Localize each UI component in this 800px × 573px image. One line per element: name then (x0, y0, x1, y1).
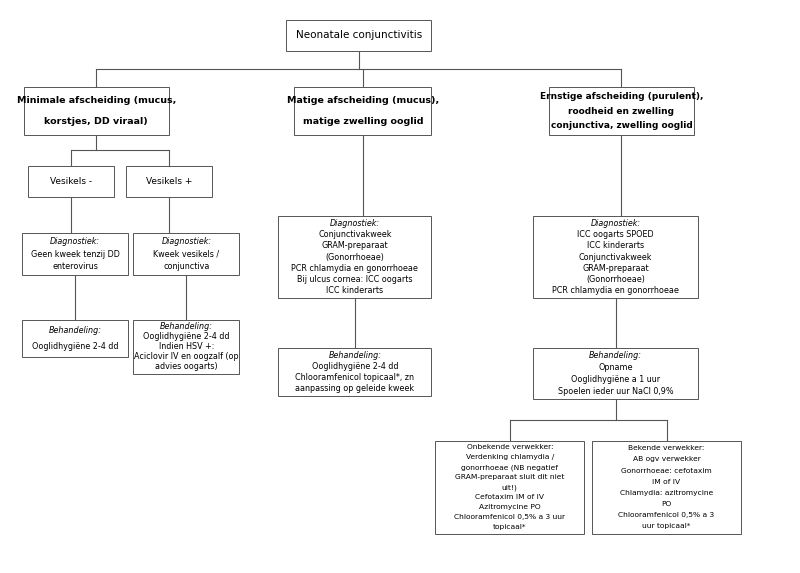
Text: roodheid en zwelling: roodheid en zwelling (569, 107, 674, 116)
FancyBboxPatch shape (549, 87, 694, 135)
FancyBboxPatch shape (27, 166, 114, 197)
Text: advies oogarts): advies oogarts) (155, 363, 218, 371)
Text: ICC kinderarts: ICC kinderarts (326, 286, 383, 295)
Text: korstjes, DD viraal): korstjes, DD viraal) (44, 117, 148, 126)
Text: Ooglidhygiëne 2-4 dd: Ooglidhygiëne 2-4 dd (312, 362, 398, 371)
FancyBboxPatch shape (134, 320, 239, 374)
Text: PCR chlamydia en gonorrhoeae: PCR chlamydia en gonorrhoeae (291, 264, 418, 273)
Text: uit!): uit!) (502, 484, 518, 490)
Text: Diagnostiek:: Diagnostiek: (590, 219, 641, 228)
Text: Minimale afscheiding (mucus,: Minimale afscheiding (mucus, (17, 96, 176, 105)
Text: matige zwelling ooglid: matige zwelling ooglid (302, 117, 423, 126)
Text: Diagnostiek:: Diagnostiek: (330, 219, 380, 228)
Text: (Gonorrhoeae): (Gonorrhoeae) (586, 275, 645, 284)
Text: Chlooramfenicol 0,5% a 3 uur: Chlooramfenicol 0,5% a 3 uur (454, 514, 566, 520)
Text: Aciclovir IV en oogzalf (op: Aciclovir IV en oogzalf (op (134, 352, 238, 362)
Text: GRAM-preparaat: GRAM-preparaat (582, 264, 649, 273)
Text: Behandeling:: Behandeling: (589, 351, 642, 360)
FancyBboxPatch shape (24, 87, 169, 135)
Text: Chlooramfenicol topicaal*, zn: Chlooramfenicol topicaal*, zn (295, 373, 414, 382)
Text: Matige afscheiding (mucus),: Matige afscheiding (mucus), (286, 96, 439, 105)
Text: uur topicaal*: uur topicaal* (642, 523, 690, 529)
Text: conjunctiva, zwelling ooglid: conjunctiva, zwelling ooglid (550, 121, 692, 130)
Text: Ooglidhygiëne 2-4 dd: Ooglidhygiëne 2-4 dd (143, 332, 230, 342)
Text: Onbekende verwekker:: Onbekende verwekker: (466, 445, 553, 450)
Text: Behandeling:: Behandeling: (160, 322, 213, 331)
Text: topicaal*: topicaal* (493, 524, 526, 530)
Text: ICC oogarts SPOED: ICC oogarts SPOED (578, 230, 654, 239)
Text: Kweek vesikels /: Kweek vesikels / (154, 250, 219, 259)
FancyBboxPatch shape (286, 19, 431, 50)
FancyBboxPatch shape (278, 348, 431, 396)
Text: Chlamydia: azitromycine: Chlamydia: azitromycine (620, 490, 713, 496)
Text: Bekende verwekker:: Bekende verwekker: (628, 445, 705, 451)
Text: Behandeling:: Behandeling: (49, 326, 102, 335)
FancyBboxPatch shape (435, 441, 584, 533)
Text: Geen kweek tenzij DD: Geen kweek tenzij DD (30, 250, 119, 259)
Text: GRAM-preparaat sluit dit niet: GRAM-preparaat sluit dit niet (455, 474, 565, 480)
FancyBboxPatch shape (278, 216, 431, 298)
Text: Vesikels +: Vesikels + (146, 176, 192, 186)
Text: conjunctiva: conjunctiva (163, 262, 210, 272)
Text: Spoelen ieder uur NaCl 0,9%: Spoelen ieder uur NaCl 0,9% (558, 387, 674, 396)
FancyBboxPatch shape (592, 441, 741, 533)
Text: Ooglidhygiëne a 1 uur: Ooglidhygiëne a 1 uur (571, 375, 660, 384)
Text: Chlooramfenicol 0,5% a 3: Chlooramfenicol 0,5% a 3 (618, 512, 714, 518)
Text: Azitromycine PO: Azitromycine PO (479, 504, 541, 510)
Text: enterovirus: enterovirus (52, 262, 98, 272)
Text: Vesikels -: Vesikels - (50, 176, 92, 186)
Text: Ernstige afscheiding (purulent),: Ernstige afscheiding (purulent), (540, 92, 703, 101)
Text: Verdenking chlamydia /: Verdenking chlamydia / (466, 454, 554, 460)
Text: AB ogv verwekker: AB ogv verwekker (633, 456, 701, 462)
Text: ICC kinderarts: ICC kinderarts (587, 241, 644, 250)
Text: Conjunctivakweek: Conjunctivakweek (579, 253, 652, 261)
FancyBboxPatch shape (294, 87, 431, 135)
FancyBboxPatch shape (134, 233, 239, 275)
Text: Diagnostiek:: Diagnostiek: (50, 237, 100, 246)
FancyBboxPatch shape (534, 216, 698, 298)
Text: Opname: Opname (598, 363, 633, 372)
Text: gonorrhoeae (NB negatief: gonorrhoeae (NB negatief (462, 464, 558, 470)
Text: Gonorrhoeae: cefotaxim: Gonorrhoeae: cefotaxim (621, 468, 712, 473)
Text: Indien HSV +:: Indien HSV +: (158, 342, 214, 351)
Text: GRAM-preparaat: GRAM-preparaat (322, 241, 388, 250)
Text: PO: PO (662, 501, 672, 507)
Text: Diagnostiek:: Diagnostiek: (162, 237, 211, 246)
Text: Neonatale conjunctivitis: Neonatale conjunctivitis (296, 30, 422, 40)
Text: (Gonorrhoeae): (Gonorrhoeae) (326, 253, 384, 261)
Text: IM of IV: IM of IV (653, 478, 681, 485)
Text: Conjunctivakweek: Conjunctivakweek (318, 230, 392, 239)
Text: Ooglidhygiëne 2-4 dd: Ooglidhygiëne 2-4 dd (32, 342, 118, 351)
Text: aanpassing op geleide kweek: aanpassing op geleide kweek (295, 384, 414, 393)
FancyBboxPatch shape (22, 320, 128, 356)
Text: PCR chlamydia en gonorrhoeae: PCR chlamydia en gonorrhoeae (552, 286, 679, 295)
FancyBboxPatch shape (534, 348, 698, 399)
Text: Bij ulcus cornea: ICC oogarts: Bij ulcus cornea: ICC oogarts (297, 275, 413, 284)
FancyBboxPatch shape (22, 233, 128, 275)
Text: Cefotaxim IM of IV: Cefotaxim IM of IV (475, 494, 544, 500)
FancyBboxPatch shape (126, 166, 212, 197)
Text: Behandeling:: Behandeling: (329, 351, 382, 360)
